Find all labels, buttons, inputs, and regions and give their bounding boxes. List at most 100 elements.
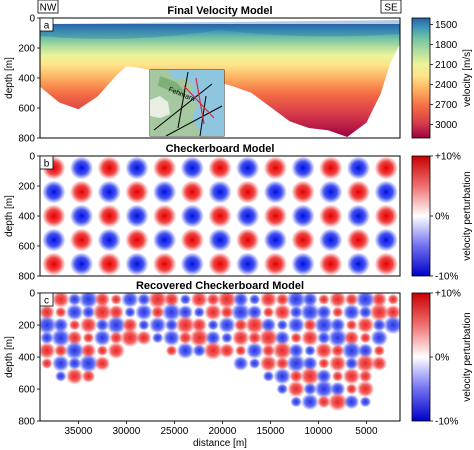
recovered-cell — [385, 304, 400, 320]
recovered-cell — [150, 305, 165, 319]
x-tick-label: 25000 — [160, 426, 188, 437]
colorbar-tick-label: 0% — [435, 353, 450, 364]
checker-cell — [291, 156, 315, 180]
panel-c-label: c — [44, 296, 49, 307]
recovered-cell — [275, 293, 290, 306]
panel-b-label: b — [44, 159, 50, 170]
recovered-cell — [356, 316, 375, 334]
nw-label: NW — [40, 3, 57, 14]
recovered-cell — [259, 354, 278, 372]
recovered-cell — [67, 356, 82, 370]
recovered-cell — [53, 344, 68, 358]
checker-cell — [69, 180, 94, 204]
recovered-cell — [316, 368, 332, 384]
panel-c-label-box — [39, 292, 54, 307]
recovered-cell — [108, 304, 124, 320]
x-tick-label: 5000 — [355, 426, 378, 437]
recovered-cell — [314, 379, 334, 399]
recovered-cell — [373, 345, 386, 357]
recovered-cell — [193, 306, 206, 318]
recovered-cell — [290, 396, 302, 408]
recovered-cell — [358, 369, 373, 383]
colorbar-tick-label: 1800 — [435, 40, 458, 51]
recovered-cell — [289, 369, 303, 383]
recovered-cell — [107, 342, 125, 360]
recovered-cell — [344, 293, 359, 306]
recovered-cell — [230, 302, 251, 322]
y-tick-label-b: 0 — [29, 152, 35, 163]
recovered-cell — [203, 341, 223, 360]
recovered-cell — [137, 293, 151, 306]
se-label-box — [380, 0, 402, 14]
panel-b-label-box — [39, 155, 54, 170]
recovered-cell — [190, 293, 209, 308]
recovered-cell — [330, 344, 345, 358]
recovered-cell — [345, 319, 358, 331]
checker-cell — [263, 156, 288, 180]
recovered-cell — [179, 293, 192, 305]
recovered-cell — [124, 306, 136, 318]
checker-cell — [319, 156, 343, 180]
recovered-cell — [92, 302, 113, 322]
recovered-cell — [40, 315, 57, 335]
recovered-cell — [40, 342, 56, 360]
checker-cell — [69, 252, 94, 276]
checker-cell — [180, 228, 204, 252]
checker-cell — [125, 180, 149, 204]
colorbar-tick-label: 2700 — [435, 100, 458, 111]
recovered-cell — [273, 367, 292, 385]
checker-cell — [346, 180, 371, 204]
recovered-cell — [110, 293, 122, 305]
recovered-cell — [151, 332, 164, 344]
panel-c-title: Recovered Checkerboard Model — [136, 280, 304, 292]
recovered-cell — [355, 293, 376, 309]
y-tick-label-c: 600 — [18, 385, 35, 396]
colorbar-tick-label: +10% — [435, 152, 461, 163]
checker-cell — [208, 204, 232, 228]
recovered-cell — [342, 303, 361, 321]
recovered-cell — [65, 303, 84, 321]
panel-b: Checkerboard Model b — [39, 143, 401, 277]
recovered-cell — [303, 318, 317, 332]
recovered-cell — [273, 303, 292, 321]
recovered-cell — [40, 331, 54, 345]
checker-cell — [319, 252, 343, 276]
recovered-cell — [289, 305, 303, 319]
checker-cell — [125, 204, 149, 228]
recovered-cell — [165, 345, 178, 357]
checker-cell — [42, 252, 66, 276]
checker-cell — [263, 252, 288, 276]
colorbar-tick-label: 3000 — [435, 120, 458, 131]
recovered-cell — [262, 306, 275, 318]
checker-cell — [346, 204, 371, 228]
colorbar-tick-label: +10% — [435, 289, 461, 300]
recovered-cell — [331, 370, 344, 382]
checker-cell — [152, 228, 177, 252]
recovered-cell — [54, 370, 67, 382]
recovered-cell — [219, 343, 235, 359]
recovered-cell — [164, 318, 179, 332]
recovered-cell — [67, 293, 82, 306]
x-tick-label: 20000 — [208, 426, 236, 437]
recovered-cell — [221, 332, 233, 344]
recovered-cell — [205, 330, 221, 346]
colorbar-tick-label: -10% — [435, 417, 458, 428]
recovered-cell — [234, 345, 247, 357]
recovered-cell — [286, 293, 306, 309]
colorbar-velocity-label: velocity [m/s] — [462, 49, 473, 107]
checker-cell — [374, 252, 398, 276]
recovered-cell — [300, 366, 320, 386]
recovered-cell — [276, 383, 289, 395]
recovered-cell — [122, 317, 138, 333]
recovered-cell — [258, 328, 279, 348]
recovered-cell — [383, 315, 400, 335]
recovered-cell — [345, 383, 358, 395]
recovered-cell — [301, 329, 319, 347]
checker-cell — [208, 156, 232, 180]
recovered-cell — [302, 293, 318, 307]
recovered-cell — [66, 330, 83, 346]
recovered-cell — [51, 293, 70, 308]
recovered-cell — [41, 357, 53, 369]
checker-cell — [152, 180, 177, 204]
recovered-cell — [50, 328, 71, 348]
